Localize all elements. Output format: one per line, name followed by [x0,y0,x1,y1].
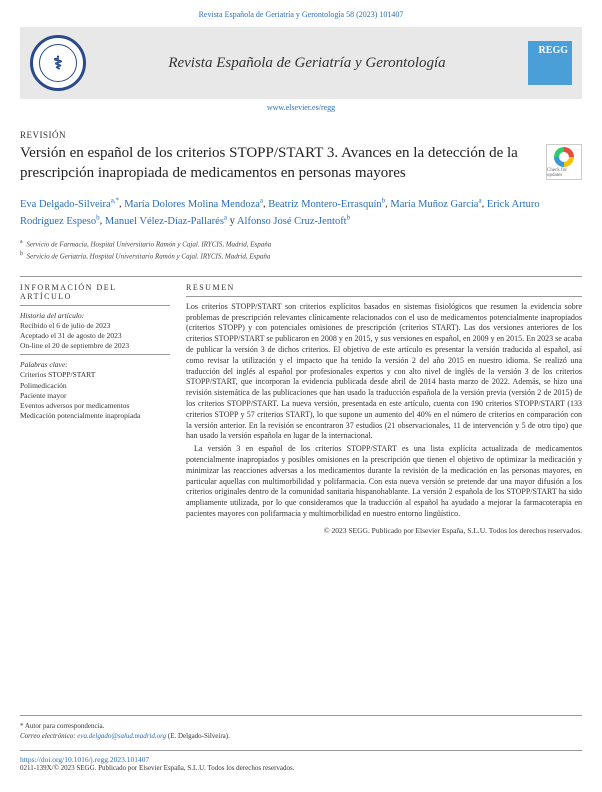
check-for-updates-badge[interactable]: Check for updates [546,144,582,180]
crossmark-icon [554,147,574,167]
author-list: Eva Delgado-Silveiraa,*, María Dolores M… [20,195,582,230]
author: Eva Delgado-Silveiraa,* [20,199,119,210]
history-label: Historia del artículo: [20,311,170,321]
history-online: On-line el 20 de septiembre de 2023 [20,341,170,351]
author: Manuel Vélez-Díaz-Pallarésa [105,216,227,227]
regg-logo: REGG [528,41,572,85]
keyword: Polimedicación [20,381,170,391]
affiliation: b Servicio de Geriatría, Hospital Univer… [20,250,582,262]
abstract-copyright: © 2023 SEGG. Publicado por Elsevier Espa… [186,526,582,535]
abstract-text: Los criterios STOPP/START son criterios … [186,302,582,520]
society-logo-glyph: ⚕ [53,53,63,74]
page-footer: * Autor para correspondencia. Correo ele… [20,715,582,772]
email-label: Correo electrónico: [20,732,76,740]
article-title: Versión en español de los criterios STOP… [20,144,536,183]
keyword: Eventos adversos por medicamentos [20,401,170,411]
keywords-label: Palabras clave: [20,360,170,370]
journal-citation: Revista Española de Geriatría y Gerontol… [20,10,582,19]
check-updates-label: Check for updates [547,168,581,178]
article-type: REVISIÓN [20,130,582,140]
issn-line: 0211-139X/© 2023 SEGG. Publicado por Els… [20,764,582,772]
history-received: Recibido el 6 de julio de 2023 [20,321,170,331]
journal-header: ⚕ Revista Española de Geriatría y Geront… [20,27,582,99]
title-row: Versión en español de los criterios STOP… [20,144,582,183]
corresponding-email-line: Correo electrónico: eva.delgado@salud.ma… [20,732,582,740]
rule [20,354,170,355]
abstract-p2: La versión 3 en español de los criterios… [186,444,582,520]
author: María Dolores Molina Mendozaa [124,199,263,210]
corresponding-email-link[interactable]: eva.delgado@salud.madrid.org [77,732,166,740]
rule [186,296,582,297]
history-accepted: Aceptado el 31 de agosto de 2023 [20,331,170,341]
journal-url[interactable]: www.elsevier.es/regg [20,103,582,112]
author: María Muñoz Garcíaa [390,199,481,210]
journal-title: Revista Española de Geriatría y Gerontol… [96,55,518,72]
abstract-p1: Los criterios STOPP/START son criterios … [186,302,582,442]
article-history: Historia del artículo: Recibido el 6 de … [20,311,170,352]
society-logo: ⚕ [30,35,86,91]
keywords-block: Palabras clave: Criterios STOPP/STARTPol… [20,360,170,421]
article-info-column: INFORMACIÓN DEL ARTÍCULO Historia del ar… [20,277,170,535]
keyword: Paciente mayor [20,391,170,401]
rule [20,305,170,306]
corresponding-author-label: * Autor para correspondencia. [20,722,582,730]
affiliation: a Servicio de Farmacia, Hospital Univers… [20,238,582,250]
keyword: Medicación potencialmente inapropiada [20,411,170,421]
author: Beatriz Montero-Errasquínb [268,199,385,210]
keyword: Criterios STOPP/START [20,370,170,380]
abstract-column: RESUMEN Los criterios STOPP/START son cr… [186,277,582,535]
abstract-heading: RESUMEN [186,283,582,292]
author-separator: y [227,216,237,227]
doi-link[interactable]: https://doi.org/10.1016/j.regg.2023.1014… [20,755,149,764]
affiliations: a Servicio de Farmacia, Hospital Univers… [20,238,582,262]
corresponding-name: (E. Delgado-Silveira). [168,732,230,740]
article-body-columns: INFORMACIÓN DEL ARTÍCULO Historia del ar… [20,276,582,535]
article-info-heading: INFORMACIÓN DEL ARTÍCULO [20,283,170,301]
author: Alfonso José Cruz-Jentoftb [237,216,350,227]
regg-logo-text: REGG [539,45,568,56]
journal-title-wrap: Revista Española de Geriatría y Gerontol… [96,55,518,72]
